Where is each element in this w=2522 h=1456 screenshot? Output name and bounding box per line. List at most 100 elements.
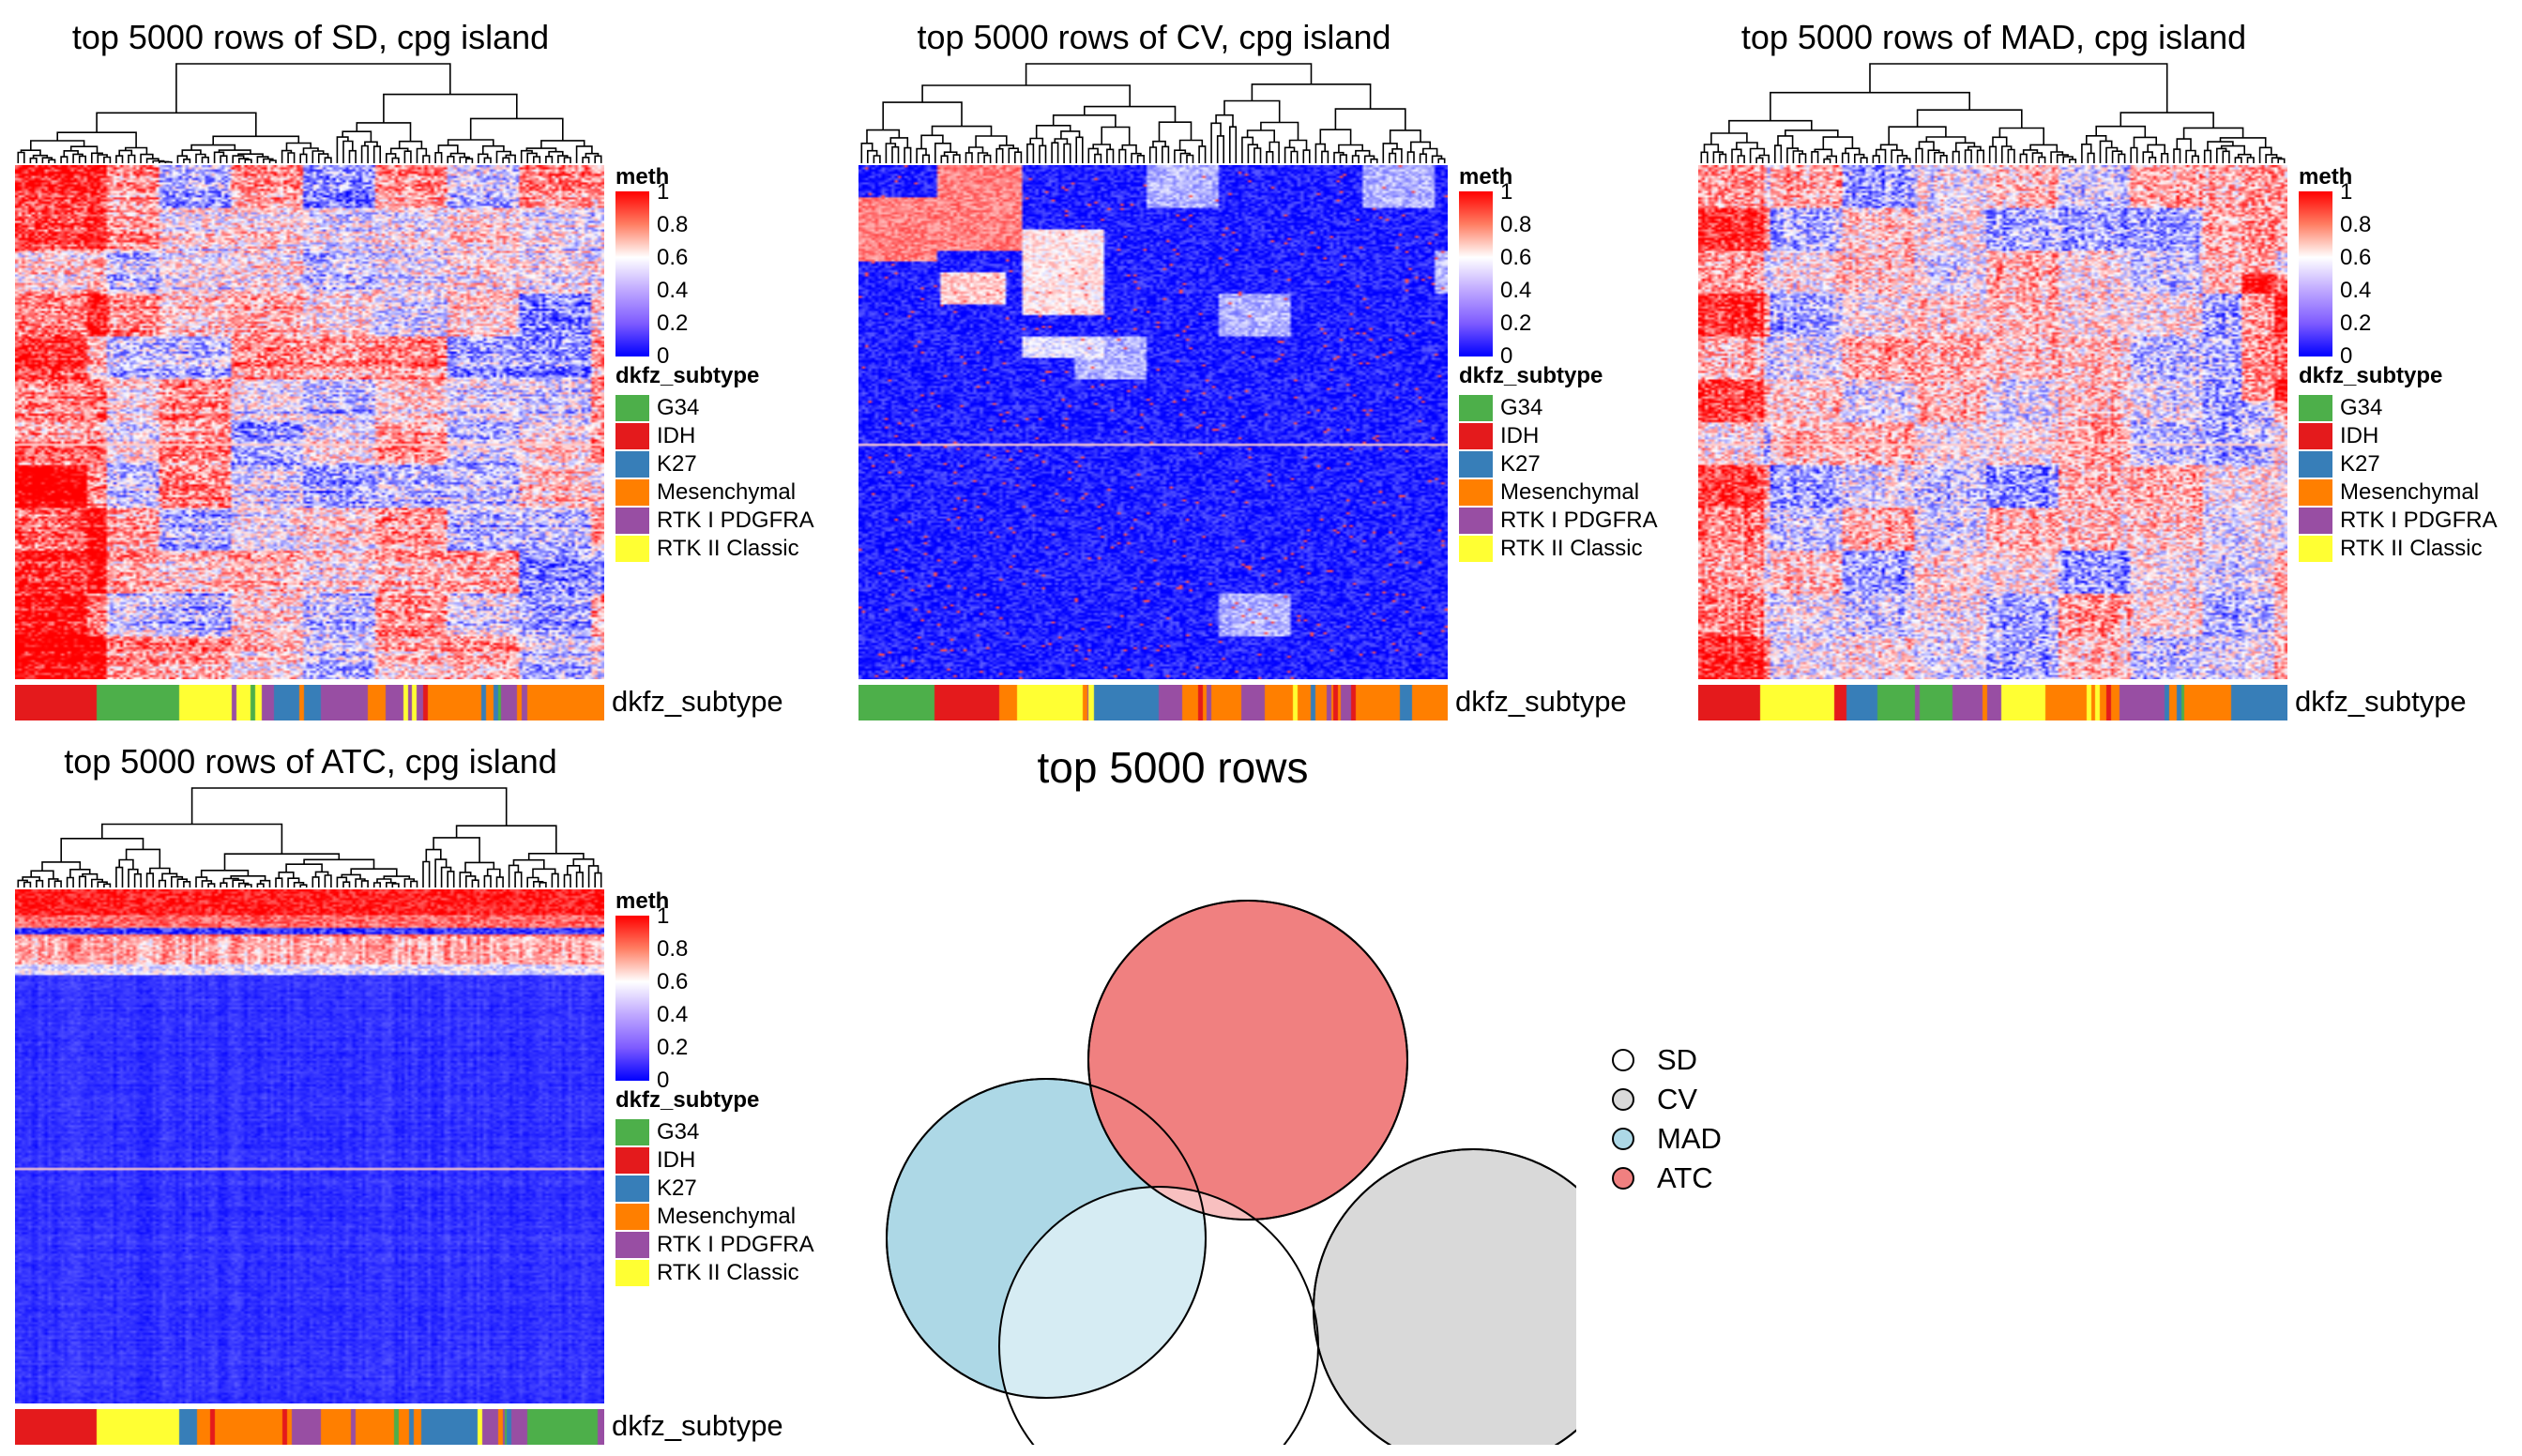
legend: meth 1 0.8 0.6 0.4 0.2 0 dkfz_subtype G34 IDH K27 M…: [615, 165, 859, 563]
subtype-legend-item: K27: [1459, 450, 1703, 478]
subtype-legend-item: RTK I PDGFRA: [2299, 507, 2522, 535]
subtype-legend-item: G34: [615, 1118, 859, 1146]
subtype-swatch: [615, 1175, 649, 1202]
subtype-label: K27: [2340, 451, 2380, 477]
meth-tick-label: 1: [2340, 179, 2353, 205]
meth-tick-label: 1: [1500, 179, 1513, 205]
subtype-label: IDH: [657, 1147, 696, 1173]
subtype-label: RTK I PDGFRA: [2340, 508, 2498, 533]
subtype-swatch: [1459, 508, 1493, 534]
subtype-swatch: [1459, 536, 1493, 562]
meth-tick-label: 0.8: [657, 936, 689, 962]
meth-tick-label: 0: [657, 1068, 670, 1093]
meth-colorbar: [615, 191, 649, 356]
subtype-legend-item: IDH: [1459, 422, 1703, 450]
subtype-label: RTK I PDGFRA: [657, 1232, 814, 1257]
annotation-label: dkfz_subtype: [2295, 685, 2467, 718]
subtype-swatch: [615, 395, 649, 421]
meth-tick-label: 0.2: [2340, 311, 2372, 336]
subtype-label: K27: [657, 451, 697, 477]
meth-colorbar: [1459, 191, 1493, 356]
heatmap-title: top 5000 rows of SD, cpg island: [71, 18, 550, 56]
subtype-legend-item: K27: [615, 1175, 859, 1203]
subtype-legend-title: dkfz_subtype: [615, 1087, 760, 1113]
subtype-swatch: [1459, 451, 1493, 478]
meth-tick-label: 0: [1500, 343, 1513, 369]
subtype-swatch: [2299, 536, 2332, 562]
subtype-label: G34: [657, 1119, 700, 1145]
subtype-swatch: [615, 423, 649, 449]
subtype-swatch: [2299, 451, 2332, 478]
subtype-legend-item: K27: [615, 450, 859, 478]
subtype-swatch: [1459, 423, 1493, 449]
heatmap-panel-cv: top 5000 rows of CV, cpg island dkfz_subt…: [858, 19, 1684, 732]
subtype-legend-item: RTK II Classic: [2299, 535, 2522, 563]
legend: meth 1 0.8 0.6 0.4 0.2 0 dkfz_subtype G34 IDH K27 M…: [1459, 165, 1703, 563]
subtype-label: G34: [657, 395, 700, 420]
subtype-legend-item: G34: [615, 394, 859, 422]
subtype-legend-item: Mesenchymal: [1459, 478, 1703, 507]
subtype-label: RTK I PDGFRA: [657, 508, 814, 533]
meth-tick-label: 0.4: [1500, 278, 1532, 303]
subtype-label: Mesenchymal: [657, 1204, 797, 1229]
meth-tick-label: 1: [657, 903, 670, 929]
subtype-annotation-bar: [1698, 685, 2287, 720]
meth-legend-title: meth: [615, 888, 670, 914]
heatmap-title: top 5000 rows of ATC, cpg island: [64, 742, 557, 781]
subtype-legend-item: RTK II Classic: [615, 535, 859, 563]
meth-tick-label: 0.2: [657, 1035, 689, 1060]
meth-tick-label: 0: [657, 343, 670, 369]
column-dendrogram: [17, 63, 602, 163]
subtype-legend-title: dkfz_subtype: [1459, 363, 1603, 388]
meth-tick-label: 0.8: [2340, 212, 2372, 237]
venn-legend-label: MAD: [1657, 1122, 1722, 1155]
subtype-legend-item: Mesenchymal: [2299, 478, 2522, 507]
subtype-swatch: [2299, 423, 2332, 449]
venn-outline-cv: [1313, 1148, 1576, 1445]
subtype-label: Mesenchymal: [1500, 479, 1640, 505]
subtype-legend-item: RTK II Classic: [1459, 535, 1703, 563]
meth-tick-label: 0.6: [657, 245, 689, 270]
heatmap-title: top 5000 rows of MAD, cpg island: [1740, 18, 2247, 56]
subtype-swatch: [615, 1147, 649, 1174]
legend: meth 1 0.8 0.6 0.4 0.2 0 dkfz_subtype G34 IDH K27 M…: [615, 889, 859, 1287]
subtype-label: IDH: [657, 423, 696, 448]
venn-legend-dot: [1612, 1128, 1634, 1150]
subtype-legend-item: RTK II Classic: [615, 1259, 859, 1287]
subtype-swatch: [615, 1232, 649, 1258]
meth-colorbar: [2299, 191, 2332, 356]
subtype-annotation-bar: [858, 685, 1448, 720]
meth-tick-label: 0.6: [2340, 245, 2372, 270]
subtype-label: IDH: [2340, 423, 2379, 448]
subtype-legend-item: RTK I PDGFRA: [615, 507, 859, 535]
subtype-swatch: [615, 1260, 649, 1286]
subtype-swatch: [2299, 479, 2332, 506]
subtype-label: Mesenchymal: [2340, 479, 2480, 505]
subtype-swatch: [615, 1204, 649, 1230]
venn-title: top 5000 rows: [1037, 743, 1309, 792]
annotation-label: dkfz_subtype: [612, 685, 783, 718]
meth-legend-title: meth: [615, 164, 670, 190]
meth-tick-label: 0.8: [657, 212, 689, 237]
meth-legend-title: meth: [2299, 164, 2353, 190]
subtype-swatch: [2299, 508, 2332, 534]
venn-legend-label: CV: [1657, 1083, 1698, 1115]
subtype-swatch: [2299, 395, 2332, 421]
subtype-label: RTK II Classic: [2340, 536, 2483, 561]
subtype-legend-item: RTK I PDGFRA: [615, 1231, 859, 1259]
subtype-legend-item: IDH: [615, 1146, 859, 1175]
meth-tick-label: 0.6: [657, 969, 689, 994]
venn-panel: top 5000 rows SD CV MAD ATC: [844, 732, 1783, 1445]
meth-tick-label: 0.2: [1500, 311, 1532, 336]
meth-tick-label: 0: [2340, 343, 2353, 369]
meth-tick-label: 1: [657, 179, 670, 205]
heatmap-panel-mad: top 5000 rows of MAD, cpg island dkfz_sub…: [1698, 19, 2522, 732]
legend: meth 1 0.8 0.6 0.4 0.2 0 dkfz_subtype G34 IDH K27 M…: [2299, 165, 2522, 563]
subtype-annotation-bar: [15, 685, 604, 720]
column-dendrogram: [860, 63, 1446, 163]
column-dendrogram: [17, 787, 602, 887]
venn-diagram: [886, 900, 1576, 1445]
meth-tick-label: 0.4: [2340, 278, 2372, 303]
subtype-label: IDH: [1500, 423, 1540, 448]
